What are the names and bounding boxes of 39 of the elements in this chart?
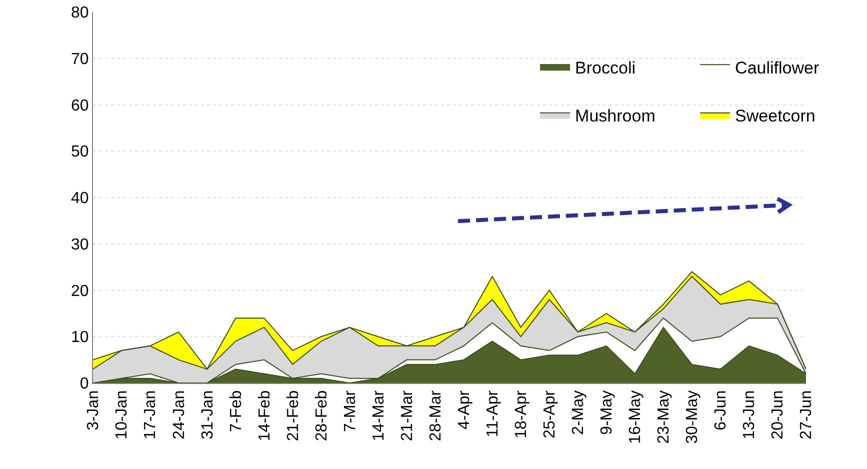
y-tick-label: 40: [71, 190, 89, 208]
x-tick-label: 11-Apr: [484, 390, 502, 438]
y-tick-label: 70: [71, 50, 89, 68]
x-tick-label: 28-Feb: [313, 390, 330, 442]
legend-label: Cauliflower: [735, 58, 820, 78]
x-tick-label: 13-Jun: [741, 390, 758, 440]
x-tick-label: 28-Mar: [427, 390, 444, 442]
x-tick-label: 14-Feb: [256, 390, 274, 442]
x-tick-label: 7-Mar: [342, 390, 359, 432]
x-tick-label: 10-Jan: [114, 390, 131, 440]
y-tick-label: 10: [71, 329, 89, 346]
x-tick-label: 9-May: [598, 390, 616, 435]
y-tick-label: 80: [71, 4, 89, 22]
x-tick-label: 7-Feb: [228, 390, 245, 432]
y-tick-label: 0: [80, 376, 89, 393]
x-tick-label: 23-May: [656, 390, 673, 444]
legend-label: Broccoli: [575, 58, 636, 78]
x-tick-label: 27-Jun: [798, 390, 816, 440]
x-tick-label: 20-Jun: [770, 390, 787, 440]
x-tick-label: 18-Apr: [513, 390, 530, 438]
legend-label: Mushroom: [575, 106, 656, 126]
x-tick-label: 4-Apr: [456, 390, 473, 430]
x-tick-label: 30-May: [684, 390, 702, 444]
y-tick-label: 20: [71, 282, 89, 300]
x-tick-label: 21-Feb: [284, 390, 302, 442]
x-tick-label: 24-Jan: [170, 390, 188, 440]
x-tick-label: 14-Mar: [370, 390, 388, 442]
x-tick-label: 31-Jan: [199, 390, 216, 440]
x-tick-label: 25-Apr: [542, 390, 559, 438]
x-tick-label: 16-May: [627, 390, 644, 444]
x-tick-label: 3-Jan: [85, 390, 102, 430]
y-tick-label: 30: [71, 236, 89, 254]
x-tick-label: 21-Mar: [398, 390, 416, 442]
legend-label: Sweetcorn: [735, 106, 816, 126]
x-tick-label: 6-Jun: [712, 390, 730, 430]
y-tick-label: 60: [71, 97, 89, 114]
x-tick-label: 17-Jan: [142, 390, 160, 440]
y-tick-label: 50: [71, 144, 89, 161]
x-tick-label: 2-May: [570, 390, 588, 435]
